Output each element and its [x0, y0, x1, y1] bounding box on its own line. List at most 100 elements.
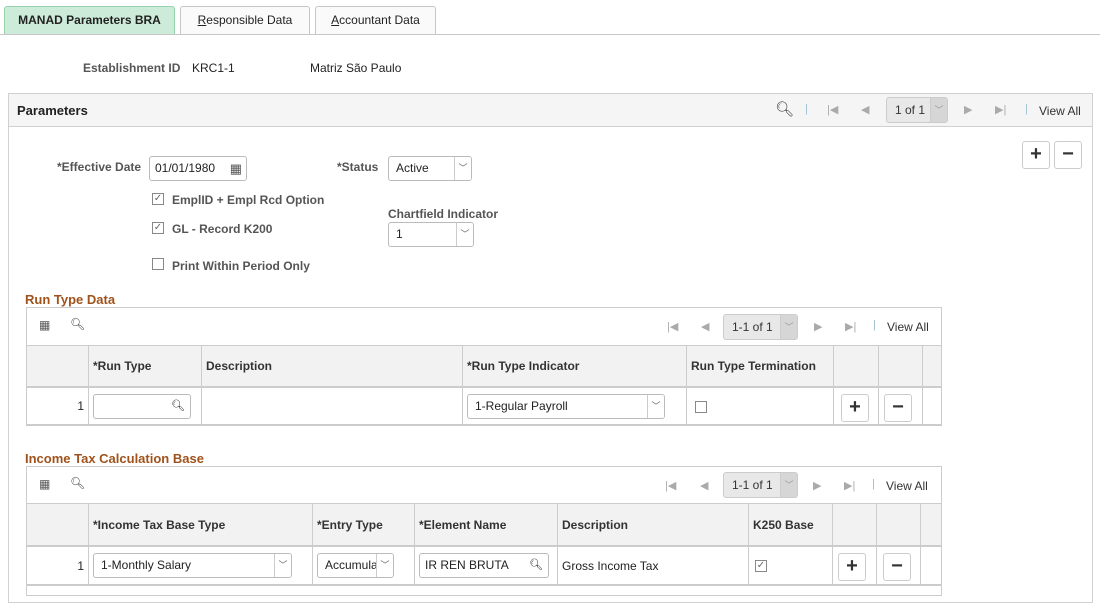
delete-row-button[interactable]: −	[883, 553, 911, 581]
add-cell: +	[833, 547, 877, 586]
grid-toolbar: ▦ 🔍︎ |◀ ◀ 1-1 of 1 ﹀ ▶ ▶| | View All	[27, 308, 941, 346]
column-header: K250 Base	[749, 504, 833, 547]
base-type-value: 1-Monthly Salary	[101, 558, 192, 572]
column-header	[921, 504, 941, 547]
row-number: 1	[27, 547, 89, 586]
divider: |	[872, 478, 875, 490]
pager-text: 1-1 of 1	[732, 478, 773, 492]
column-header: *Element Name	[415, 504, 558, 547]
calendar-icon[interactable]: ▦	[229, 161, 242, 176]
add-row-button[interactable]: +	[838, 553, 866, 581]
description-cell	[202, 388, 463, 426]
tab-manad-parameters[interactable]: MANAD Parameters BRA	[4, 6, 175, 34]
column-header	[879, 346, 923, 388]
page-selector[interactable]: 1 of 1 ﹀	[886, 97, 948, 123]
first-page-icon[interactable]: |◀	[665, 480, 677, 492]
divider: |	[805, 103, 808, 115]
income-tax-base-type-select[interactable]: 1-Monthly Salary ﹀	[93, 553, 292, 578]
print-within-checkbox[interactable]	[152, 258, 164, 270]
parameters-header: Parameters 🔍︎ | |◀ ◀ 1 of 1 ﹀ ▶ ▶| | View…	[9, 94, 1092, 127]
status-label: *Status	[337, 160, 379, 174]
effective-date-input[interactable]: 01/01/1980 ▦	[149, 156, 247, 181]
effective-date-value: 01/01/1980	[155, 161, 216, 175]
column-header: *Run Type Indicator	[463, 346, 687, 388]
grid-toolbar: ▦ 🔍︎ |◀ ◀ 1-1 of 1 ﹀ ▶ ▶| | View All	[27, 467, 941, 504]
page-selector[interactable]: 1-1 of 1 ﹀	[723, 314, 798, 340]
row-number-header	[27, 504, 89, 547]
column-header	[833, 504, 877, 547]
chartfield-label: Chartfield Indicator	[388, 207, 499, 221]
add-row-button[interactable]: +	[1022, 141, 1050, 169]
last-page-icon[interactable]: ▶|	[844, 480, 856, 492]
lookup-icon[interactable]: 🔍︎	[529, 559, 543, 571]
run-type-indicator-select[interactable]: 1-Regular Payroll ﹀	[467, 394, 665, 419]
delete-cell: −	[879, 388, 923, 426]
page-selector[interactable]: 1-1 of 1 ﹀	[723, 472, 798, 498]
run-type-grid: ▦ 🔍︎ |◀ ◀ 1-1 of 1 ﹀ ▶ ▶| | View All *Run…	[26, 307, 942, 426]
add-row-button[interactable]: +	[841, 394, 869, 422]
search-icon[interactable]: 🔍︎	[70, 476, 86, 490]
run-type-title: Run Type Data	[25, 292, 116, 307]
indicator-value: 1-Regular Payroll	[475, 399, 568, 413]
divider: |	[873, 319, 876, 331]
base-type-cell: 1-Monthly Salary ﹀	[89, 547, 313, 586]
tab-accountant-data[interactable]: Accountant Data	[315, 6, 436, 34]
delete-row-button[interactable]: −	[884, 394, 912, 422]
pager-text: 1 of 1	[895, 103, 926, 117]
first-page-icon[interactable]: |◀	[827, 104, 839, 116]
personalize-grid-icon[interactable]: ▦	[39, 477, 51, 491]
column-header: *Income Tax Base Type	[89, 504, 313, 547]
termination-checkbox[interactable]	[695, 401, 707, 413]
previous-page-icon[interactable]: ◀	[701, 321, 710, 333]
establishment-id-value: KRC1-1	[192, 61, 235, 75]
delete-row-button[interactable]: −	[1054, 141, 1082, 169]
first-page-icon[interactable]: |◀	[667, 321, 679, 333]
view-all-link[interactable]: View All	[887, 320, 929, 334]
chevron-down-icon: ﹀	[274, 554, 291, 577]
next-page-icon[interactable]: ▶	[814, 321, 823, 333]
previous-page-icon[interactable]: ◀	[700, 480, 709, 492]
run-type-input[interactable]: 🔍︎	[93, 394, 191, 419]
status-select[interactable]: Active ﹀	[388, 156, 472, 181]
tab-label: MANAD Parameters BRA	[18, 13, 161, 27]
last-page-icon[interactable]: ▶|	[845, 321, 857, 333]
lookup-icon[interactable]: 🔍︎	[171, 400, 185, 412]
tab-responsible-data[interactable]: Responsible Data	[180, 6, 310, 34]
parameters-title: Parameters	[17, 103, 88, 118]
gl-record-checkbox[interactable]: ✓	[152, 222, 164, 234]
element-name-input[interactable]: IR REN BRUTA 🔍︎	[419, 553, 549, 578]
tab-divider	[0, 34, 1100, 35]
column-header	[834, 346, 879, 388]
emplid-option-checkbox[interactable]: ✓	[152, 193, 164, 205]
chevron-down-icon: ﹀	[454, 157, 471, 180]
column-header: Description	[558, 504, 749, 547]
next-page-icon[interactable]: ▶	[964, 104, 973, 116]
column-header	[877, 504, 921, 547]
personalize-grid-icon[interactable]: ▦	[39, 318, 51, 332]
chartfield-value: 1	[396, 227, 403, 241]
column-header: *Run Type	[89, 346, 202, 388]
gl-record-label: GL - Record K200	[172, 222, 273, 236]
view-all-link[interactable]: View All	[886, 479, 928, 493]
accesskey: A	[331, 13, 340, 27]
row-number: 1	[27, 388, 89, 426]
search-icon[interactable]: 🔍︎	[775, 101, 795, 118]
row-number-header	[27, 346, 89, 388]
income-tax-grid: ▦ 🔍︎ |◀ ◀ 1-1 of 1 ﹀ ▶ ▶| | View All *Inc…	[26, 466, 942, 596]
establishment-name: Matriz São Paulo	[310, 61, 402, 75]
search-icon[interactable]: 🔍︎	[70, 317, 86, 331]
parameters-panel: Parameters 🔍︎ | |◀ ◀ 1 of 1 ﹀ ▶ ▶| | View…	[8, 93, 1093, 603]
k250-base-checkbox[interactable]: ✓	[755, 560, 767, 572]
view-all-link[interactable]: View All	[1039, 104, 1081, 118]
entry-type-select[interactable]: Accumula ﹀	[317, 553, 394, 578]
run-type-cell: 🔍︎	[89, 388, 202, 426]
print-within-label: Print Within Period Only	[172, 259, 310, 273]
entry-type-cell: Accumula ﹀	[313, 547, 415, 586]
chartfield-select[interactable]: 1 ﹀	[388, 222, 474, 247]
delete-cell: −	[877, 547, 921, 586]
column-header: Description	[202, 346, 463, 388]
next-page-icon[interactable]: ▶	[813, 480, 822, 492]
chevron-down-icon: ﹀	[780, 473, 797, 497]
last-page-icon[interactable]: ▶|	[995, 104, 1007, 116]
previous-page-icon[interactable]: ◀	[861, 104, 870, 116]
